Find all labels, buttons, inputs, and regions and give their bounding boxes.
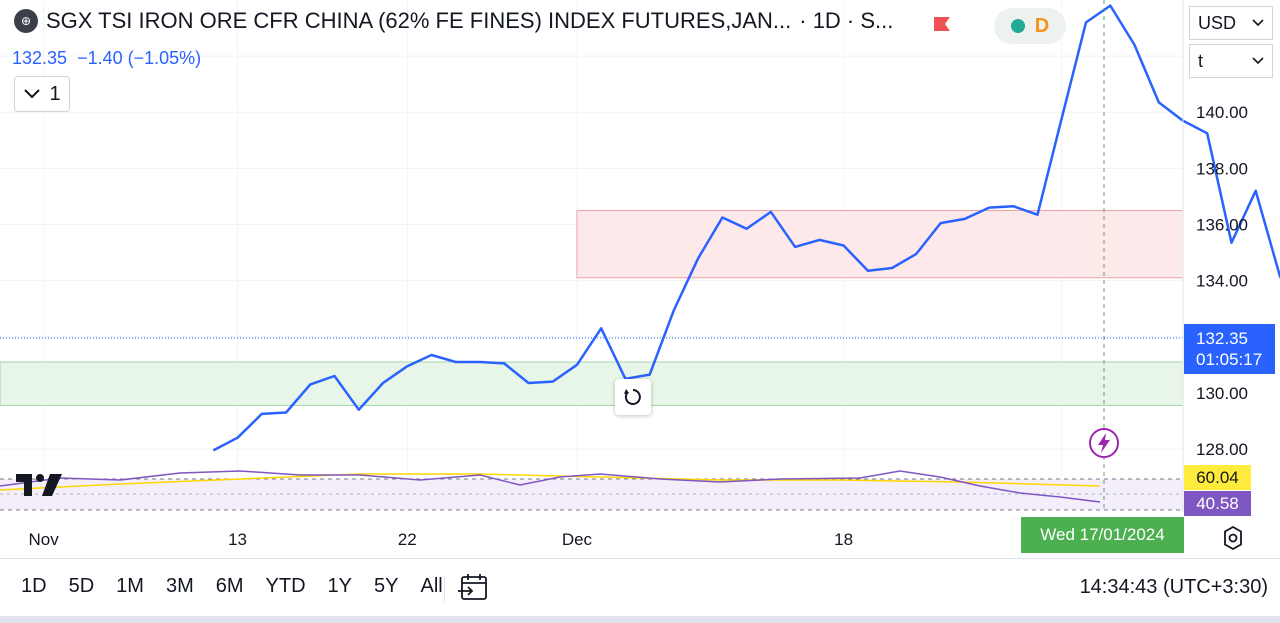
chart-header: ⊕ SGX TSI IRON ORE CFR CHINA (62% FE FIN…: [14, 8, 893, 34]
y-tick-label: 136.00: [1196, 215, 1248, 234]
range-button[interactable]: 5Y: [374, 575, 399, 597]
bottom-strip: [0, 616, 1280, 623]
x-tick-label: Dec: [562, 530, 593, 549]
symbol-title[interactable]: SGX TSI IRON ORE CFR CHINA (62% FE FINES…: [46, 8, 792, 33]
market-open-dot: [1010, 19, 1025, 33]
range-button[interactable]: 1Y: [327, 575, 353, 597]
x-axis: Nov1322Dec182024: [29, 530, 1082, 549]
chevron-down-icon: [1252, 19, 1264, 27]
x-tick-label: Nov: [29, 530, 60, 549]
x-tick-label: 13: [228, 530, 247, 549]
y-tick-label: 138.00: [1196, 159, 1248, 178]
range-button[interactable]: 6M: [215, 575, 244, 597]
oscillator-pane: [0, 470, 1183, 511]
current-price-value: 132.35: [1196, 329, 1248, 348]
range-button[interactable]: 1D: [21, 575, 47, 597]
range-button[interactable]: All: [420, 575, 443, 597]
y-tick-label: 134.00: [1196, 272, 1248, 291]
reset-chart-button[interactable]: [615, 379, 651, 415]
currency-value: USD: [1198, 12, 1237, 33]
y-axis: 128.00130.00132.00134.00136.00138.00140.…: [1196, 47, 1248, 459]
divider: [444, 575, 445, 603]
unit-select[interactable]: t: [1189, 44, 1273, 78]
countdown-value: 01:05:17: [1196, 350, 1263, 369]
market-status-badge[interactable]: D: [994, 8, 1066, 44]
delayed-badge: D: [1034, 14, 1050, 37]
price-change: −1.40 (−1.05%): [77, 48, 202, 68]
y-tick-label: 130.00: [1196, 384, 1248, 403]
unit-value: t: [1198, 50, 1204, 71]
range-button[interactable]: 1M: [116, 575, 144, 597]
price-series-line: [212, 4, 1280, 452]
divider: [0, 558, 1280, 559]
y-tick-label: 128.00: [1196, 440, 1248, 459]
interval-value: 1: [49, 82, 61, 105]
range-buttons: 1D 5D 1M 3M 6M YTD 1Y 5Y All: [10, 575, 454, 598]
lightning-icon[interactable]: [1088, 427, 1120, 459]
oscillator-lower-label: 40.58: [1184, 491, 1251, 516]
price-summary: 132.35 −1.40 (−1.05%): [12, 48, 211, 69]
date-range-icon[interactable]: [456, 572, 490, 604]
x-tick-label: 18: [834, 530, 853, 549]
reset-icon: [624, 389, 641, 405]
resistance-zone: [576, 209, 1184, 279]
gear-icon[interactable]: [1220, 525, 1246, 551]
crosshair-date-label: Wed 17/01/2024: [1021, 517, 1184, 553]
range-button[interactable]: YTD: [265, 575, 306, 597]
interval-selector[interactable]: 1: [14, 76, 70, 112]
chevron-down-icon: [24, 89, 41, 99]
series-layer: [212, 4, 1280, 452]
current-price-label: 132.35 01:05:17: [1184, 324, 1275, 374]
chevron-down-icon: [1252, 57, 1264, 65]
tradingview-logo-icon: [16, 474, 62, 496]
currency-select[interactable]: USD: [1189, 6, 1273, 40]
y-tick-label: 140.00: [1196, 103, 1248, 122]
clock-timezone[interactable]: 14:34:43 (UTC+3:30): [1079, 576, 1268, 598]
zone-layer: [0, 209, 1184, 406]
symbol-icon: ⊕: [14, 9, 38, 33]
x-tick-label: 22: [398, 530, 417, 549]
range-button[interactable]: 5D: [68, 575, 95, 597]
range-button[interactable]: 3M: [165, 575, 194, 597]
flag-icon[interactable]: [932, 15, 952, 35]
interval-text[interactable]: · 1D · S...: [799, 8, 894, 33]
oscillator-upper-label: 60.04: [1184, 465, 1251, 490]
last-price: 132.35: [12, 48, 68, 68]
support-zone: [0, 361, 1184, 406]
